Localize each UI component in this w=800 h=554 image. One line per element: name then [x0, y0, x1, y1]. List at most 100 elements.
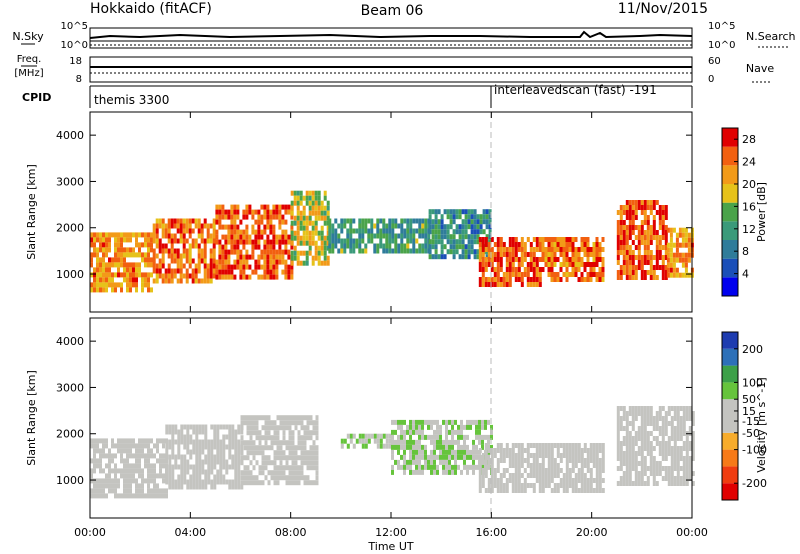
echo-cell: [195, 444, 199, 450]
echo-cell: [96, 458, 99, 464]
echo-cell: [565, 272, 569, 277]
echo-cell: [93, 232, 96, 238]
echo-cell: [577, 257, 581, 262]
echo-cell: [192, 474, 196, 480]
echo-cell: [487, 488, 491, 493]
echo-cell: [493, 473, 497, 478]
echo-cell: [466, 419, 469, 425]
echo-cell: [242, 234, 246, 240]
echo-cell: [691, 436, 695, 441]
echo-cell: [266, 204, 270, 210]
echo-cell: [385, 243, 389, 249]
echo-cell: [430, 469, 433, 475]
echo-cell: [394, 429, 397, 435]
echo-cell: [448, 459, 451, 465]
echo-cell: [487, 463, 491, 468]
echo-cell: [595, 277, 599, 282]
echo-cell: [664, 270, 668, 275]
echo-cell: [571, 242, 575, 247]
echo-cell: [300, 415, 304, 421]
echo-cell: [102, 232, 105, 238]
echo-cell: [331, 223, 335, 229]
echo-cell: [240, 425, 244, 431]
echo-cell: [215, 259, 219, 265]
echo-cell: [526, 262, 530, 267]
echo-cell: [682, 441, 686, 446]
colorbar-swatch: [722, 146, 738, 166]
echo-cell: [285, 460, 289, 466]
echo-cell: [204, 424, 208, 430]
echo-cell: [240, 455, 244, 461]
echo-cell: [529, 282, 533, 287]
echo-cell: [144, 277, 147, 283]
echo-cell: [317, 260, 321, 266]
echo-cell: [640, 476, 644, 481]
echo-cell: [176, 278, 180, 284]
echo-cell: [601, 458, 605, 463]
echo-cell: [173, 253, 177, 259]
echo-cell: [496, 458, 500, 463]
echo-cell: [279, 440, 283, 446]
echo-cell: [409, 469, 412, 475]
echo-cell: [233, 204, 237, 210]
echo-cell: [679, 406, 683, 411]
echo-cell: [574, 272, 578, 277]
echo-cell: [180, 429, 184, 435]
echo-cell: [328, 248, 332, 254]
echo-cell: [544, 468, 548, 473]
echo-cell: [487, 454, 490, 460]
echo-cell: [281, 219, 285, 225]
echo-cell: [529, 257, 533, 262]
echo-cell: [661, 230, 665, 235]
echo-cell: [619, 466, 623, 471]
echo-cell: [439, 444, 442, 450]
echo-cell: [634, 200, 638, 205]
echo-cell: [158, 218, 162, 224]
echo-cell: [484, 468, 488, 473]
echo-cell: [300, 450, 304, 456]
echo-cell: [418, 464, 421, 470]
echo-cell: [427, 434, 430, 440]
echo-cell: [523, 468, 527, 473]
echo-cell: [478, 247, 482, 252]
echo-cell: [288, 475, 292, 481]
echo-cell: [391, 454, 394, 460]
echo-cell: [135, 468, 138, 474]
echo-cell: [427, 424, 430, 430]
echo-cell: [484, 463, 488, 468]
echo-cell: [514, 277, 518, 282]
echo-cell: [541, 257, 545, 262]
echo-cell: [598, 473, 602, 478]
echo-cell: [628, 441, 632, 446]
echo-cell: [105, 277, 108, 283]
echo-cell: [385, 223, 389, 229]
echo-cell: [652, 205, 656, 210]
echo-cell: [391, 449, 394, 455]
echo-cell: [428, 219, 432, 225]
echo-cell: [320, 260, 324, 266]
echo-cell: [436, 429, 439, 435]
echo-cell: [352, 443, 356, 449]
echo-cell: [194, 238, 198, 244]
echo-cell: [655, 250, 659, 255]
echo-cell: [391, 419, 394, 425]
echo-cell: [246, 465, 250, 471]
echo-cell: [502, 473, 506, 478]
echo-cell: [452, 209, 456, 215]
echo-cell: [511, 257, 515, 262]
echo-cell: [646, 441, 650, 446]
echo-cell: [337, 223, 341, 229]
echo-cell: [245, 234, 249, 240]
xtick-label: 16:00: [475, 526, 507, 539]
echo-cell: [96, 463, 99, 469]
echo-cell: [188, 273, 192, 279]
echo-cell: [218, 264, 222, 270]
echo-cell: [490, 448, 494, 453]
echo-cell: [144, 282, 147, 288]
echo-cell: [272, 244, 276, 250]
echo-cell: [655, 416, 659, 421]
echo-cell: [583, 483, 587, 488]
echo-cell: [174, 439, 178, 445]
echo-cell: [571, 458, 575, 463]
